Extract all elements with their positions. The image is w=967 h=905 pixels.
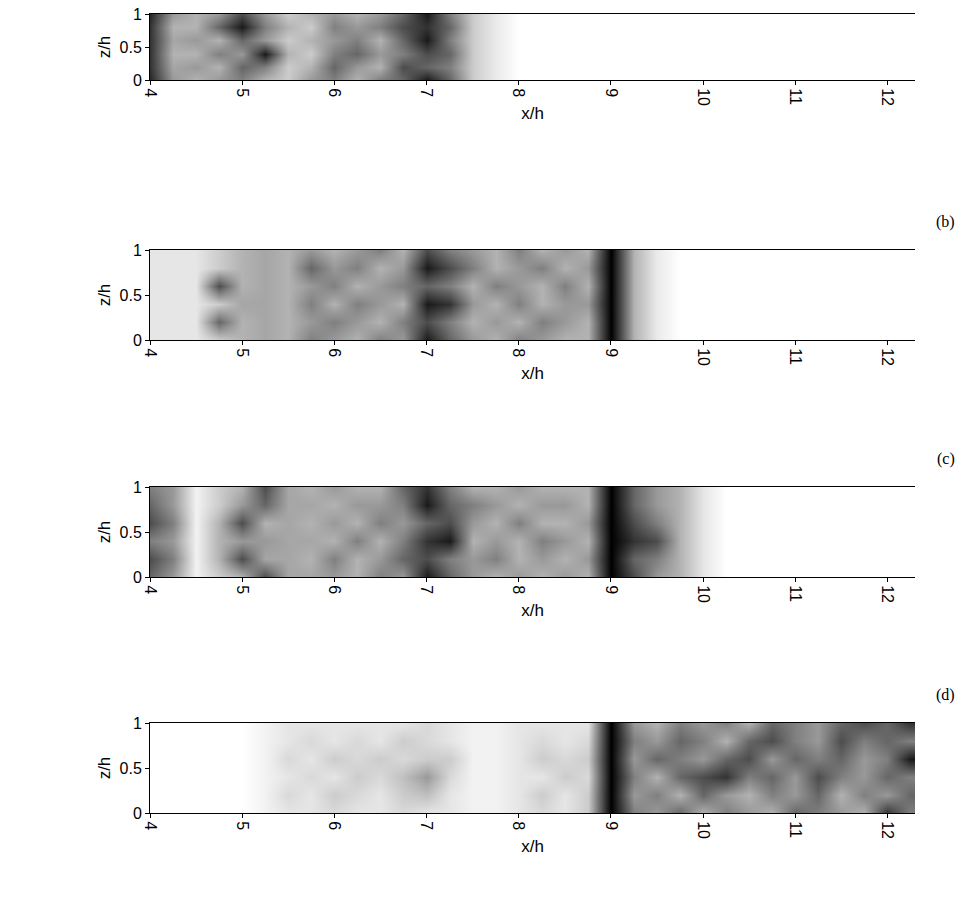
svg-text:9: 9: [603, 821, 620, 830]
svg-text:0: 0: [133, 569, 142, 586]
svg-text:1: 1: [133, 6, 142, 23]
svg-text:0: 0: [133, 332, 142, 349]
svg-text:7: 7: [418, 88, 435, 97]
svg-text:11: 11: [787, 821, 804, 838]
svg-text:0: 0: [133, 72, 142, 89]
svg-text:0.5: 0.5: [120, 524, 142, 541]
svg-text:x/h: x/h: [521, 364, 544, 383]
svg-text:7: 7: [418, 348, 435, 357]
svg-text:4: 4: [142, 88, 159, 97]
svg-text:(c): (c): [937, 450, 955, 468]
svg-text:8: 8: [510, 821, 527, 830]
svg-text:7: 7: [418, 821, 435, 830]
svg-text:6: 6: [326, 585, 343, 594]
svg-text:(b): (b): [936, 213, 955, 231]
svg-text:0.5: 0.5: [120, 39, 142, 56]
svg-text:z/h: z/h: [95, 36, 114, 59]
svg-text:5: 5: [234, 821, 251, 830]
svg-text:0.5: 0.5: [120, 760, 142, 777]
svg-text:10: 10: [695, 821, 712, 839]
svg-text:11: 11: [787, 88, 804, 105]
svg-text:x/h: x/h: [521, 837, 544, 856]
svg-text:x/h: x/h: [521, 601, 544, 620]
svg-text:12: 12: [879, 585, 896, 603]
svg-text:9: 9: [603, 88, 620, 97]
svg-text:x/h: x/h: [521, 104, 544, 123]
svg-text:12: 12: [879, 821, 896, 839]
svg-text:10: 10: [695, 585, 712, 603]
svg-text:5: 5: [234, 585, 251, 594]
svg-text:12: 12: [879, 88, 896, 106]
svg-text:11: 11: [787, 348, 804, 365]
svg-text:12: 12: [879, 348, 896, 366]
svg-text:6: 6: [326, 821, 343, 830]
svg-text:4: 4: [142, 585, 159, 594]
svg-text:8: 8: [510, 88, 527, 97]
svg-text:9: 9: [603, 348, 620, 357]
svg-text:6: 6: [326, 348, 343, 357]
svg-text:4: 4: [142, 821, 159, 830]
svg-text:1: 1: [133, 715, 142, 732]
svg-text:0.5: 0.5: [120, 287, 142, 304]
svg-text:8: 8: [510, 585, 527, 594]
svg-text:11: 11: [787, 585, 804, 602]
svg-text:0: 0: [133, 805, 142, 822]
svg-text:9: 9: [603, 585, 620, 594]
svg-text:z/h: z/h: [95, 757, 114, 780]
svg-text:5: 5: [234, 348, 251, 357]
svg-text:1: 1: [133, 242, 142, 259]
svg-text:8: 8: [510, 348, 527, 357]
svg-text:z/h: z/h: [95, 521, 114, 544]
svg-text:1: 1: [133, 479, 142, 496]
svg-text:6: 6: [326, 88, 343, 97]
svg-text:7: 7: [418, 585, 435, 594]
svg-text:z/h: z/h: [95, 284, 114, 307]
svg-text:10: 10: [695, 348, 712, 366]
svg-text:10: 10: [695, 88, 712, 106]
svg-text:5: 5: [234, 88, 251, 97]
svg-text:4: 4: [142, 348, 159, 357]
svg-text:(d): (d): [936, 686, 955, 704]
